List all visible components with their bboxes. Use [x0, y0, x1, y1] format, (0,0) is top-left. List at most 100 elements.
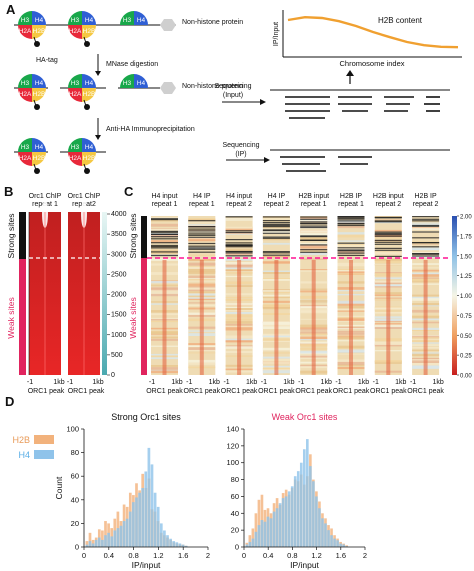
histogram-bar [257, 499, 261, 547]
panel-a-letter: A [6, 2, 16, 17]
histogram-bar [88, 532, 92, 547]
svg-text:H3: H3 [71, 144, 80, 151]
histogram-bar [122, 521, 126, 547]
histogram-bar [88, 541, 92, 547]
xtick-c: 1kb [283, 379, 294, 386]
ytick-d: 80 [231, 475, 239, 484]
histogram-bar [85, 544, 89, 547]
histogram-bar [296, 471, 300, 547]
ip-reads [270, 149, 450, 172]
xtick-c: 1kb [432, 379, 443, 386]
xtick-c: -1 [149, 379, 155, 386]
histogram-bar [321, 518, 324, 547]
svg-text:H2A: H2A [19, 28, 32, 35]
col-title: H2B input [373, 193, 404, 200]
orc1-heatmap-repeat2 [68, 200, 100, 375]
svg-text:Orc1 ChIP: Orc1 ChIP [68, 193, 101, 200]
histogram-bar [128, 511, 132, 547]
xtick-d: 1.6 [336, 551, 346, 560]
svg-text:Sequencing: Sequencing [223, 142, 260, 149]
heatmap-column [374, 216, 402, 375]
svg-text:H2B: H2B [83, 155, 96, 162]
histogram-bar [302, 449, 306, 547]
ytick-d: 60 [71, 472, 79, 481]
input-reads [270, 89, 450, 119]
ytick-b: 3500 [111, 231, 127, 238]
xtick-c: 1kb [321, 379, 332, 386]
panel-d-letter: D [5, 394, 14, 409]
strong-sites-label-c: Strong sites [128, 214, 138, 259]
weak-sites-label-c: Weak sites [128, 297, 138, 338]
legend-h4-swatch [34, 450, 54, 459]
col-title: H2B IP [340, 193, 363, 200]
xtick-c: -1 [335, 379, 341, 386]
xtick-d: 1.6 [178, 551, 188, 560]
svg-text:H3: H3 [21, 144, 30, 151]
histogram-bar [104, 521, 107, 547]
histogram-bar [287, 491, 291, 547]
svg-text:-1: -1 [67, 379, 73, 386]
histogram-bar [135, 497, 138, 547]
colorbar-tick: 2.00 [460, 215, 472, 221]
histogram-bar [163, 530, 166, 547]
svg-text:H2A: H2A [69, 91, 82, 98]
xtick-d: 0.8 [128, 551, 138, 560]
ytick-b: 500 [111, 352, 123, 359]
svg-text:HA-tag: HA-tag [36, 57, 58, 64]
histogram-bar [169, 538, 172, 547]
weak-sites-bar-b [19, 259, 26, 375]
histogram-bar [138, 492, 141, 547]
colorbar-tick: 1.50 [460, 254, 472, 260]
colorbar-tick: 1.00 [460, 294, 472, 300]
histogram-bar [141, 488, 145, 547]
svg-text:H2B: H2B [83, 28, 96, 35]
svg-text:H2A: H2A [19, 91, 32, 98]
ytick-d: 0 [235, 543, 239, 552]
legend-h2b-swatch [34, 435, 54, 444]
up-arrow [346, 70, 354, 84]
histogram-bar [284, 496, 288, 547]
histogram-bar [299, 462, 303, 547]
col-title: H2B input [298, 193, 329, 200]
colorbar-tick: 1.25 [460, 274, 472, 280]
xtick-c: 1kb [209, 379, 220, 386]
xtick-c: 1kb [358, 379, 369, 386]
ytick-b: 2000 [111, 292, 127, 299]
xtick-d: 0 [82, 551, 86, 560]
histogram-bar [101, 530, 104, 547]
ytick-d: 20 [71, 519, 79, 528]
histogram-bar [125, 518, 129, 547]
histogram-xlabel: IP/input [132, 560, 161, 570]
heatmap-column [225, 216, 253, 375]
col-title: repeat 2 [413, 201, 439, 208]
strong-sites-bar-b [19, 212, 26, 259]
xaxis-c: ORC1 peak [333, 388, 370, 395]
ytick-d: 140 [226, 425, 239, 434]
histogram-bar [150, 464, 154, 547]
col-title: H4 IP [193, 193, 211, 200]
histogram-xlabel: IP/input [290, 560, 319, 570]
histogram-bar [166, 535, 169, 547]
histogram-bar [132, 502, 135, 547]
col-title: repeat 1 [152, 201, 178, 208]
histogram-title: Weak Orc1 sites [272, 412, 338, 422]
heatmap-column [262, 216, 290, 375]
ytick-d: 20 [231, 526, 239, 535]
histogram-bar [156, 506, 160, 547]
xaxis-c: ORC1 peak [370, 388, 407, 395]
svg-text:H4: H4 [85, 144, 94, 151]
colorbar-c [452, 216, 457, 375]
histogram-bar [245, 544, 249, 547]
histogram-bar [254, 513, 258, 547]
histogram-bar [181, 544, 185, 547]
